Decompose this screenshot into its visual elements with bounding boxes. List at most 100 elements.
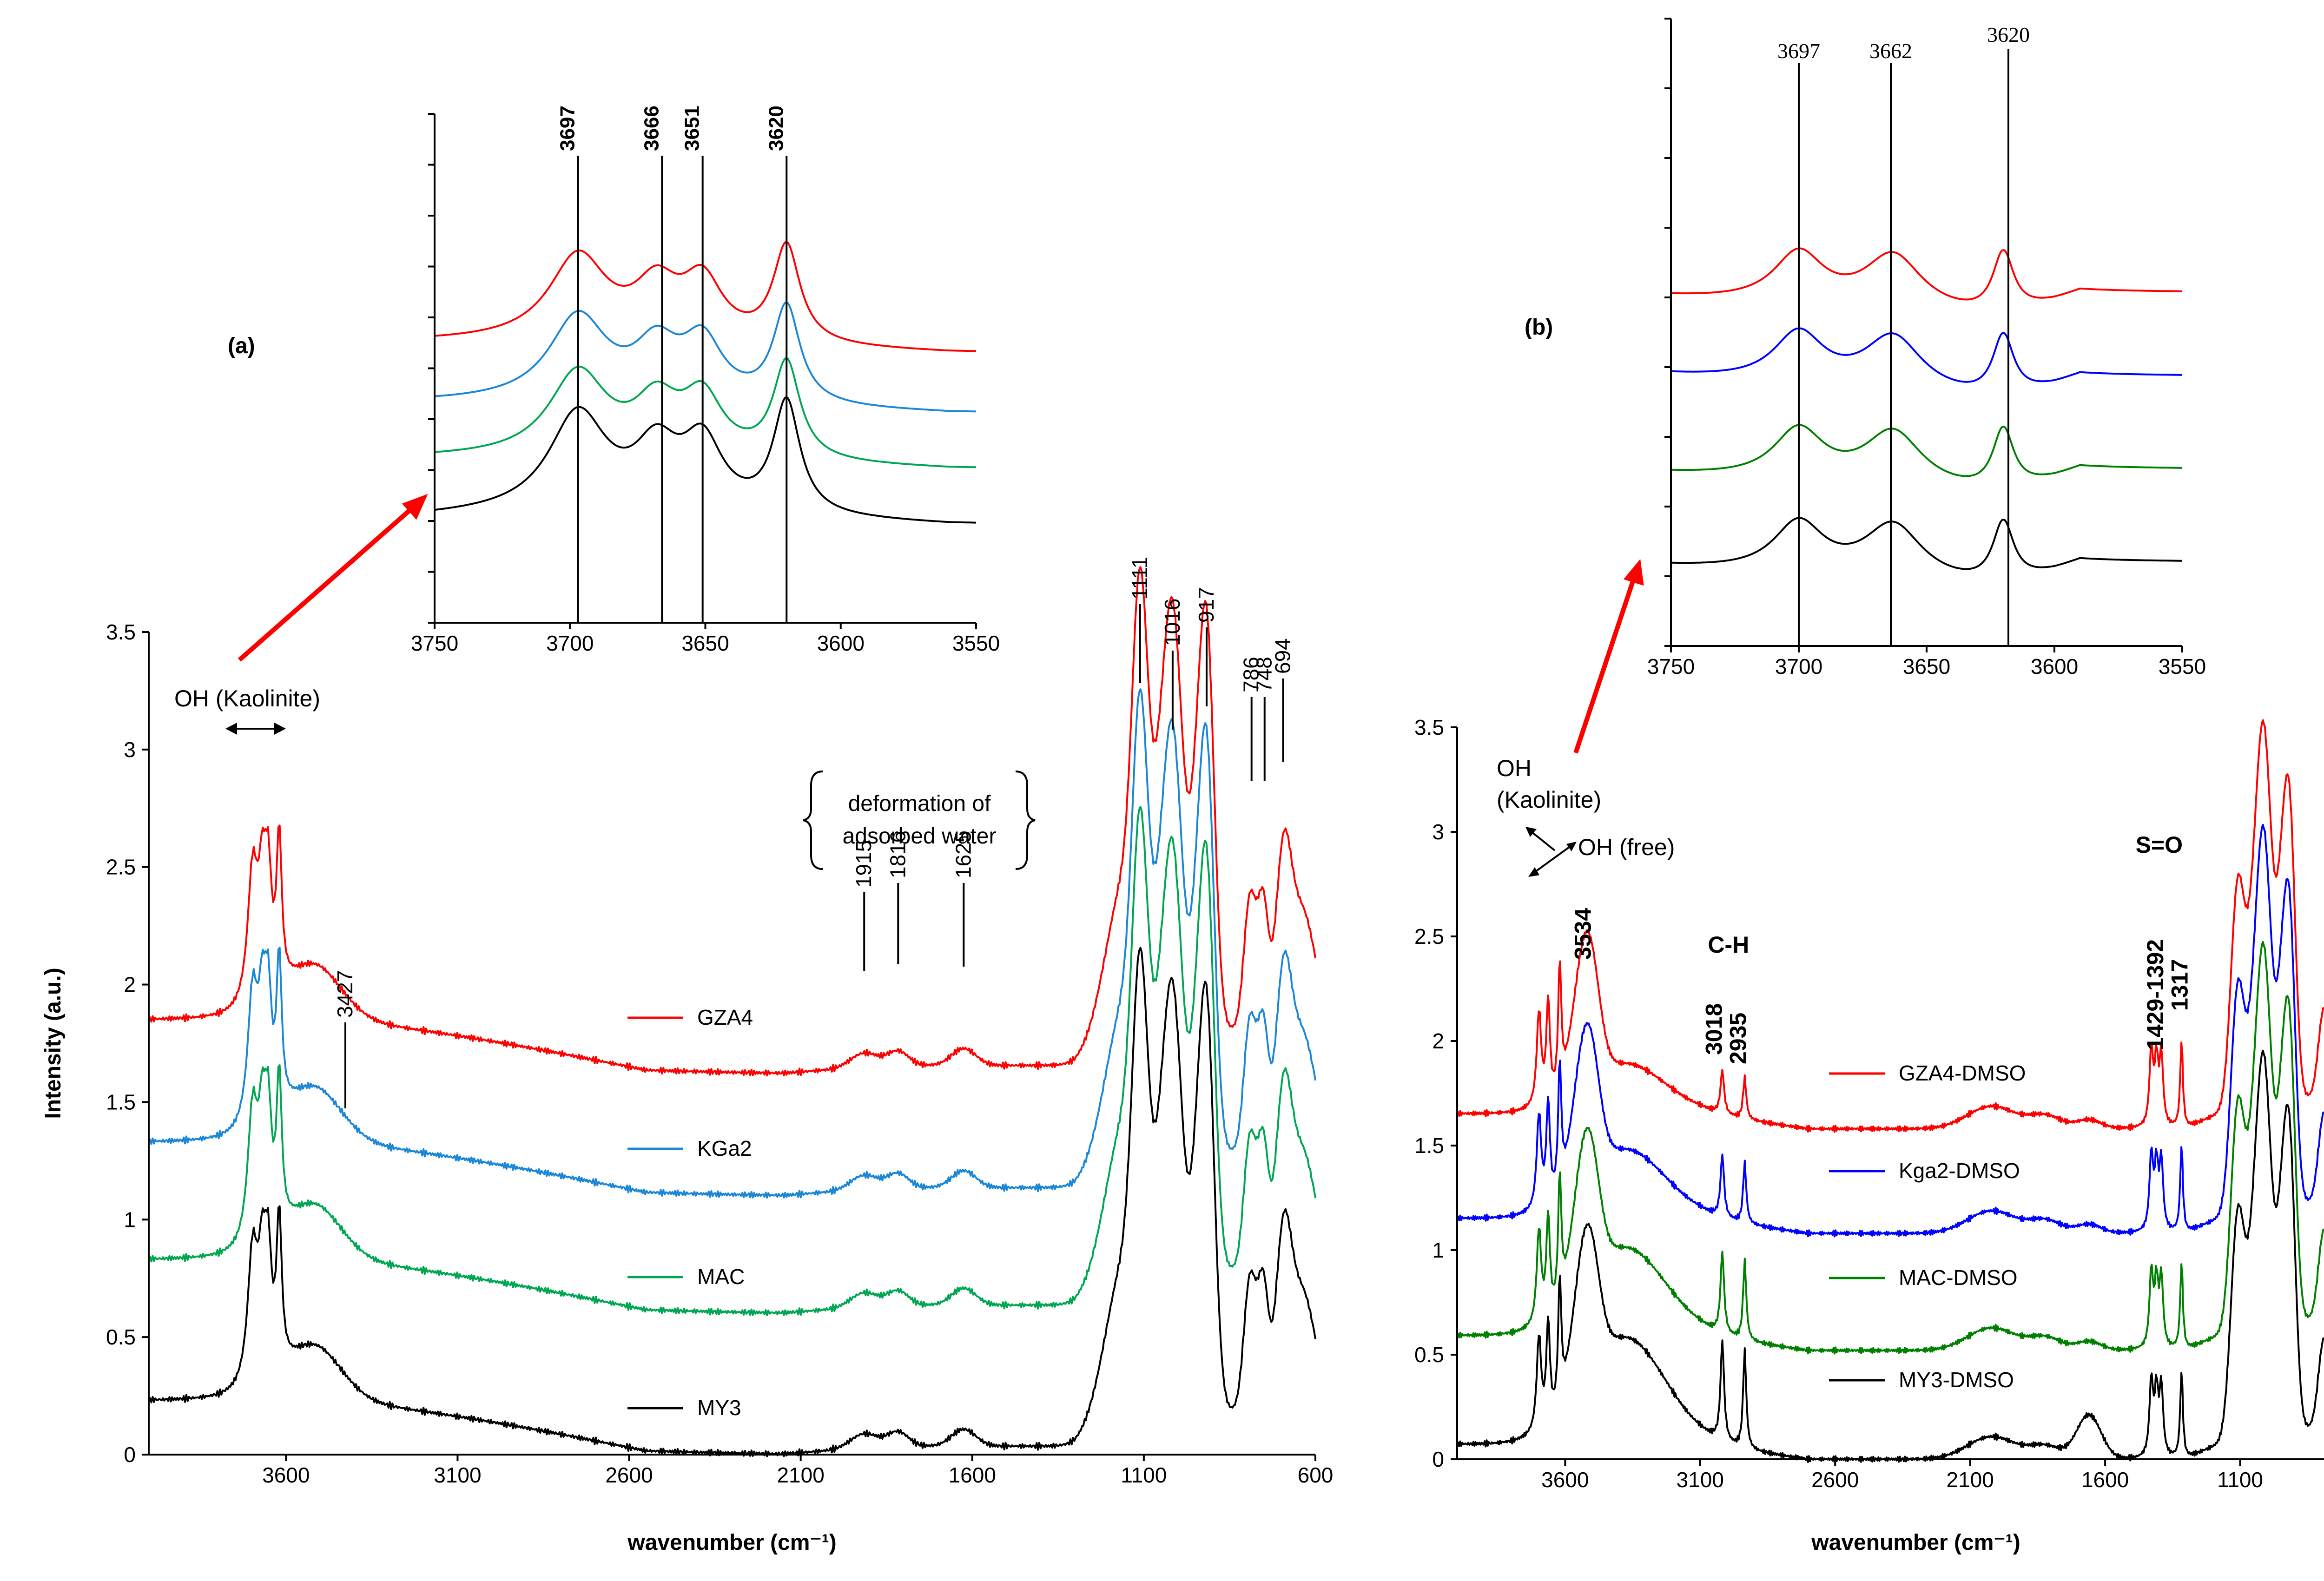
peak-label: C-H (1708, 932, 1749, 958)
panel-b-inset-peak-labels: 3697 3662 3620 (1777, 23, 2030, 646)
panel-a-x-label: wavenumber (cm⁻¹) (627, 1530, 836, 1555)
x-tick-label: 3600 (262, 1463, 310, 1487)
y-tick-label: 0.5 (1414, 1343, 1444, 1367)
panel-a-inset-chart: 3750 3700 3650 3600 3550 3697 3666 3651 3620 (a… (228, 105, 1000, 655)
panel-a-label: (a) (228, 334, 255, 358)
y-tick-label: 1.5 (106, 1090, 136, 1114)
panel-a-legend: GZA4 KGa2 MAC MY3 (627, 1005, 753, 1420)
y-tick-label: 2 (124, 973, 136, 997)
peak-label: 3697 (1777, 39, 1820, 63)
legend-label-kga2: KGa2 (697, 1136, 752, 1160)
peak-label: 3427 (333, 970, 357, 1018)
peak-label: 3697 (556, 105, 579, 151)
peak-label: 1016 (1160, 599, 1184, 646)
peak-label: 917 (1194, 587, 1218, 623)
legend-label-mac-dmso: MAC-DMSO (1899, 1265, 2018, 1290)
panel-b-oh-label: OH (1497, 755, 1532, 781)
panel-a-inset-ticks: 3750 3700 3650 3600 3550 (411, 113, 1000, 655)
legend-label-my3-dmso: MY3-DMSO (1899, 1368, 2014, 1392)
y-tick-label: 0 (124, 1443, 136, 1467)
panel-b-ticks: 36003100260021001600110060000.511.522.53… (1414, 715, 2263, 1492)
x-tick-label: 3600 (2031, 654, 2078, 679)
peak-label: 3651 (681, 105, 704, 151)
x-tick-label: 3700 (546, 631, 594, 655)
panel-a-y-label: Intensity (a.u.) (41, 968, 66, 1119)
panel-b-oh-arrows (1525, 827, 1577, 877)
peak-label: 3620 (1987, 23, 2030, 46)
y-tick-label: 1 (1432, 1238, 1444, 1262)
legend-label-gza4: GZA4 (697, 1005, 753, 1029)
panel-b-label: (b) (1525, 315, 1553, 340)
legend-label-my3: MY3 (697, 1396, 741, 1420)
panel-a-curves (148, 566, 1316, 1457)
x-tick-label: 1600 (2081, 1468, 2129, 1492)
x-tick-label: 3700 (1775, 654, 1822, 679)
x-tick-label: 1100 (2217, 1468, 2263, 1492)
x-tick-label: 2600 (1811, 1468, 1859, 1492)
peak-label: 1816 (885, 831, 910, 878)
panel-b-x-label: wavenumber (cm⁻¹) (1811, 1530, 2020, 1555)
x-tick-label: 3650 (681, 631, 729, 655)
series-line-gza4-dmso (1456, 719, 2324, 1133)
inset-a-series-line (434, 301, 976, 413)
legend-label-kga2-dmso: Kga2-DMSO (1899, 1159, 2020, 1183)
series-line-gza4 (148, 566, 1316, 1077)
peak-label: 1111 (1128, 557, 1152, 599)
series-line-mac-dmso (1456, 941, 2324, 1355)
series-line-my3-dmso (1456, 1049, 2324, 1463)
peak-label: 3666 (640, 105, 663, 151)
y-tick-label: 3.5 (1414, 715, 1444, 739)
peak-label: 1915 (852, 840, 876, 888)
y-tick-label: 0 (1432, 1447, 1444, 1471)
panel-b-main-chart: 36003100260021001600110060000.511.522.53… (1414, 715, 2324, 1555)
x-tick-label: 3550 (952, 631, 1000, 655)
series-line-kga2 (148, 688, 1316, 1199)
x-tick-label: 3550 (2159, 654, 2206, 679)
series-line-mac (148, 806, 1316, 1317)
y-tick-label: 1.5 (1414, 1133, 1444, 1158)
panel-b-inset-ticks: 3750 3700 3650 3600 3550 (1647, 18, 2206, 679)
panel-a-oh-double-arrow (225, 723, 286, 735)
panel-b-inset-chart: 3750 3700 3650 3600 3550 3697 3662 3620 (b) (1525, 18, 2206, 679)
panel-a-inset-peak-labels: 3697 3666 3651 3620 (556, 105, 788, 623)
peak-label: 3620 (765, 105, 787, 151)
x-tick-label: 2100 (777, 1463, 824, 1487)
panel-a-main-chart: 3600 3100 2600 2100 1600 1100 600 0 0.5 1 1.5 2 2.5 3… (41, 557, 1333, 1555)
y-tick-label: 3.5 (106, 620, 136, 644)
panel-b-legend: GZA4-DMSO Kga2-DMSO MAC-DMSO MY3-DMSO (1829, 1061, 2026, 1392)
panel-a-zoom-arrow (238, 494, 428, 662)
peak-label: 694 (1271, 638, 1295, 674)
x-tick-label: 2600 (605, 1463, 653, 1487)
peak-label: 786 (1239, 657, 1263, 692)
panel-a-deformation-line1: deformation of (848, 791, 991, 816)
panel-a-oh-kaolinite-label: OH (Kaolinite) (174, 685, 320, 711)
series-line-kga2-dmso (1456, 823, 2324, 1238)
inset-b-series-line (1670, 327, 2183, 383)
y-tick-label: 2 (1432, 1029, 1444, 1053)
x-tick-label: 600 (1298, 1463, 1334, 1487)
inset-b-series-line (1671, 424, 2183, 477)
peak-label: 1317 (2166, 959, 2192, 1011)
inset-b-series-line (1671, 517, 2183, 570)
x-tick-label: 1100 (1121, 1463, 1167, 1487)
inset-a-series-line (434, 241, 976, 352)
inset-b-series-line (1671, 247, 2183, 301)
panel-a-ticks: 3600 3100 2600 2100 1600 1100 600 0 0.5 1 1.5 2 2.5 3… (106, 620, 1333, 1487)
panel-b-zoom-arrow (1573, 559, 1644, 754)
x-tick-label: 2100 (1947, 1468, 1994, 1492)
x-tick-label: 3600 (1541, 1468, 1589, 1492)
legend-label-gza4-dmso: GZA4-DMSO (1899, 1061, 2026, 1085)
y-tick-label: 0.5 (106, 1325, 136, 1349)
panel-b-curves (1456, 719, 2324, 1463)
x-tick-label: 3750 (1647, 654, 1695, 679)
x-tick-label: 3100 (1677, 1468, 1724, 1492)
x-tick-label: 3650 (1903, 654, 1950, 679)
panel-a-inset-curves (434, 241, 976, 524)
x-tick-label: 1600 (949, 1463, 996, 1487)
panel-b-kaolinite-label: (Kaolinite) (1497, 787, 1601, 813)
legend-label-mac: MAC (697, 1265, 745, 1289)
